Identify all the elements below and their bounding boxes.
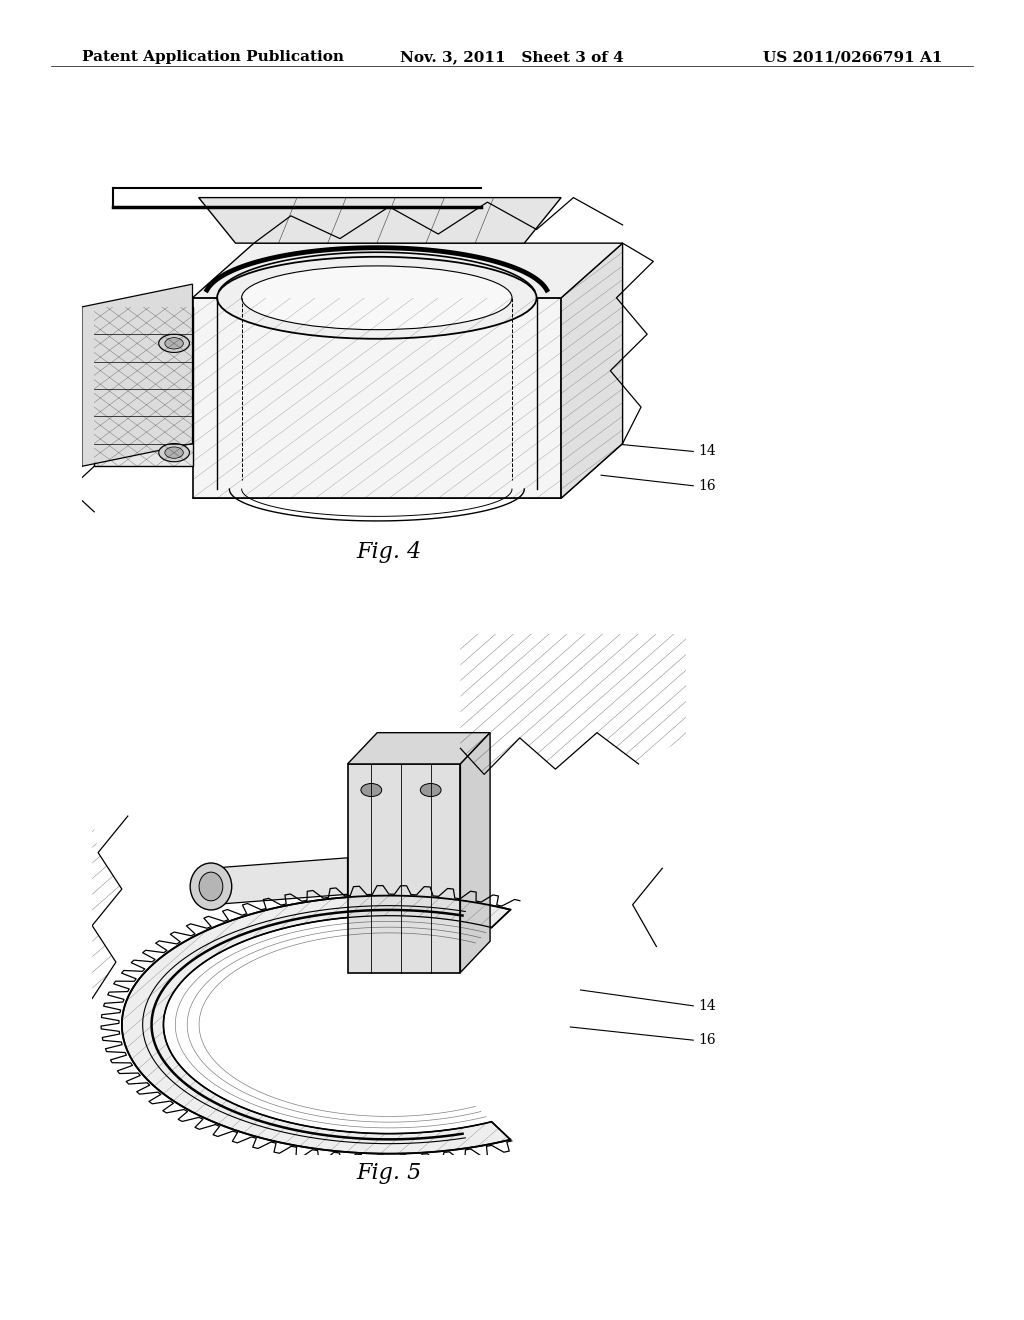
Polygon shape xyxy=(347,764,461,973)
Text: US 2011/0266791 A1: US 2011/0266791 A1 xyxy=(763,50,942,65)
Text: Fig. 4: Fig. 4 xyxy=(356,541,422,564)
Polygon shape xyxy=(122,895,510,1154)
Polygon shape xyxy=(94,306,193,466)
Polygon shape xyxy=(347,733,490,764)
Text: Nov. 3, 2011   Sheet 3 of 4: Nov. 3, 2011 Sheet 3 of 4 xyxy=(400,50,624,65)
Polygon shape xyxy=(193,444,623,498)
Ellipse shape xyxy=(165,447,183,458)
Text: 14: 14 xyxy=(698,999,716,1012)
Ellipse shape xyxy=(217,257,537,339)
Text: 16: 16 xyxy=(698,479,716,492)
Polygon shape xyxy=(193,243,623,298)
Ellipse shape xyxy=(165,338,183,348)
Text: Patent Application Publication: Patent Application Publication xyxy=(82,50,344,65)
Polygon shape xyxy=(561,243,623,498)
Ellipse shape xyxy=(159,444,189,462)
Polygon shape xyxy=(461,733,490,973)
Polygon shape xyxy=(193,298,561,498)
Ellipse shape xyxy=(420,784,441,796)
Polygon shape xyxy=(82,284,193,466)
Text: 16: 16 xyxy=(698,1034,716,1047)
Ellipse shape xyxy=(242,265,512,330)
Polygon shape xyxy=(199,198,561,243)
Ellipse shape xyxy=(256,224,276,235)
Polygon shape xyxy=(211,858,347,904)
Ellipse shape xyxy=(199,873,223,900)
Text: 14: 14 xyxy=(698,445,716,458)
Ellipse shape xyxy=(190,863,231,909)
Ellipse shape xyxy=(159,334,189,352)
Ellipse shape xyxy=(360,784,382,796)
Ellipse shape xyxy=(367,224,388,235)
Text: Fig. 5: Fig. 5 xyxy=(356,1162,422,1184)
